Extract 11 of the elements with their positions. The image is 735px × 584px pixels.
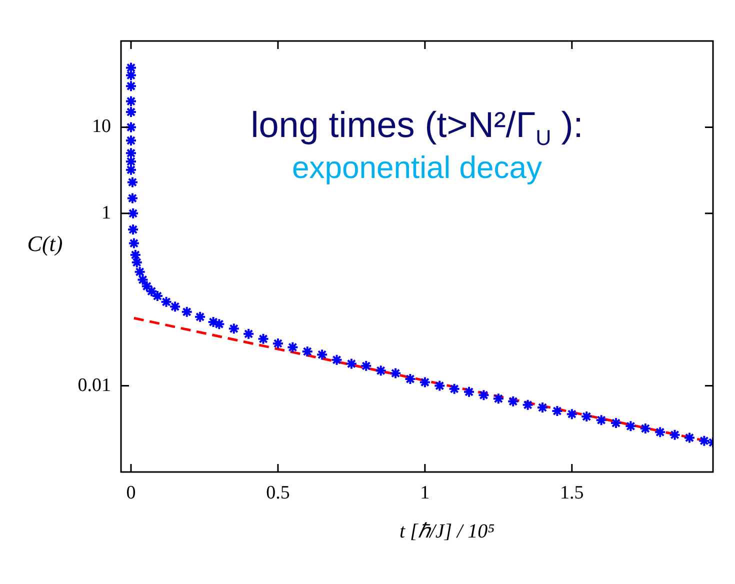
y-tick-label: 1 [102,202,111,224]
annotation: exponential decay [291,150,543,186]
x-tick-label: 1 [420,482,430,504]
x-tick-label: 0.5 [266,482,290,504]
x-tick-label: 1.5 [560,482,584,504]
x-tick-label: 0 [126,482,136,504]
y-axis-title: C(t) [27,230,63,256]
y-tick-label: 0.01 [78,374,111,396]
y-tick-label: 10 [92,116,111,138]
x-axis-title: t [ℏ/J] / 10⁵ [399,520,495,542]
annotation: long times (t>N²/Γ$_{U}$ ): [250,104,584,152]
